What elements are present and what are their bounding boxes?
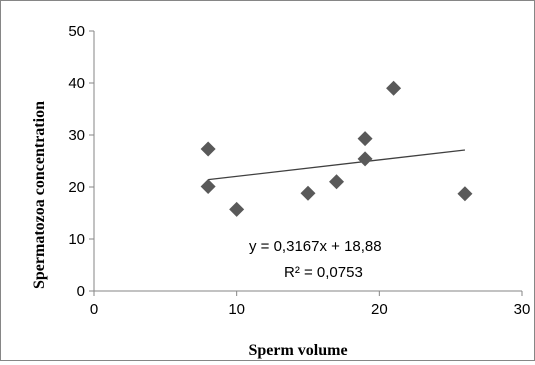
data-point — [329, 174, 345, 190]
data-point — [200, 178, 216, 194]
data-point — [457, 186, 473, 202]
y-tick-label: 10 — [68, 231, 85, 248]
data-point — [300, 185, 316, 201]
y-axis-label: Spermatozoa concentration — [31, 101, 48, 289]
x-tick-label: 30 — [514, 301, 531, 318]
data-point — [357, 151, 373, 167]
y-tick-label: 0 — [77, 283, 85, 300]
trendline-equation: y = 0,3167x + 18,88 — [249, 238, 382, 255]
x-axis-label: Sperm volume — [248, 342, 347, 359]
y-tick-labels: 0 10 20 30 40 50 — [68, 23, 85, 300]
data-point — [357, 131, 373, 147]
axes — [89, 30, 523, 296]
x-tick-label: 10 — [228, 301, 245, 318]
x-tick-labels: 0 10 20 30 — [90, 301, 531, 318]
y-tick-label: 50 — [68, 23, 85, 40]
y-tick-label: 40 — [68, 75, 85, 92]
y-tick-label: 30 — [68, 127, 85, 144]
data-point — [386, 80, 402, 96]
trendline — [208, 149, 466, 181]
x-tick-label: 20 — [371, 301, 388, 318]
data-points — [200, 80, 473, 217]
r-squared-label: R² = 0,0753 — [284, 264, 363, 281]
y-tick-label: 20 — [68, 179, 85, 196]
x-tick-label: 0 — [90, 301, 98, 318]
data-point — [229, 201, 245, 217]
data-point — [200, 141, 216, 157]
